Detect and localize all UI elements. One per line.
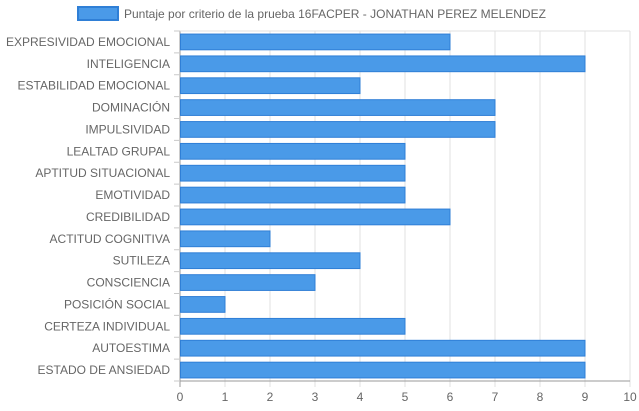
category-label: LEALTAD GRUPAL <box>67 144 171 158</box>
category-label: INTELIGENCIA <box>87 57 170 71</box>
y-axis-labels: EXPRESIVIDAD EMOCIONAL INTELIGENCIA ESTABI… <box>6 35 170 377</box>
bar[interactable] <box>180 33 451 51</box>
bar[interactable] <box>180 186 406 204</box>
x-tick-label: 5 <box>402 390 409 404</box>
category-label: CERTEZA INDIVIDUAL <box>44 319 170 333</box>
bar[interactable] <box>180 339 586 357</box>
x-tick-label: 4 <box>357 390 364 404</box>
x-tick-label: 0 <box>177 390 184 404</box>
bar[interactable] <box>180 230 271 248</box>
category-label: CREDIBILIDAD <box>86 210 170 224</box>
category-label: POSICIÓN SOCIAL <box>64 296 170 311</box>
legend[interactable]: Puntaje por criterio de la prueba 16FACP… <box>77 6 546 21</box>
category-label: CONSCIENCIA <box>87 276 170 290</box>
bar[interactable] <box>180 77 361 95</box>
bar[interactable] <box>180 55 586 73</box>
bar[interactable] <box>180 99 496 116</box>
category-label: AUTOESTIMA <box>92 341 170 355</box>
bar[interactable] <box>180 142 406 160</box>
bar[interactable] <box>180 121 496 138</box>
x-tick-label: 2 <box>267 390 274 404</box>
bar[interactable] <box>180 296 226 313</box>
bar[interactable] <box>180 164 406 182</box>
x-tick-label: 6 <box>447 390 454 404</box>
x-tick-label: 8 <box>537 390 544 404</box>
bar[interactable] <box>180 252 361 270</box>
category-label: ESTABILIDAD EMOCIONAL <box>18 79 171 93</box>
category-label: APTITUD SITUACIONAL <box>35 166 170 180</box>
bar[interactable] <box>180 317 406 335</box>
x-axis-labels: 0 1 2 3 4 5 6 7 8 9 10 <box>177 390 637 404</box>
bar[interactable] <box>180 361 586 379</box>
x-tick-label: 3 <box>312 390 319 404</box>
x-tick-label: 9 <box>582 390 589 404</box>
category-label: ACTITUD COGNITIVA <box>50 232 170 246</box>
x-tick-label: 1 <box>222 390 229 404</box>
x-tick-label: 10 <box>623 390 637 404</box>
category-label: IMPULSIVIDAD <box>85 122 170 136</box>
bar[interactable] <box>180 274 316 291</box>
bars <box>180 33 586 379</box>
x-tick-label: 7 <box>492 390 499 404</box>
legend-label[interactable]: Puntaje por criterio de la prueba 16FACP… <box>124 7 546 21</box>
legend-swatch[interactable] <box>77 6 119 21</box>
category-label: ESTADO DE ANSIEDAD <box>38 363 171 377</box>
category-label: EMOTIVIDAD <box>95 188 170 202</box>
category-label: SUTILEZA <box>113 254 170 268</box>
category-label: EXPRESIVIDAD EMOCIONAL <box>6 35 170 49</box>
bar[interactable] <box>180 208 451 226</box>
category-label: DOMINACIÓN <box>92 100 170 115</box>
